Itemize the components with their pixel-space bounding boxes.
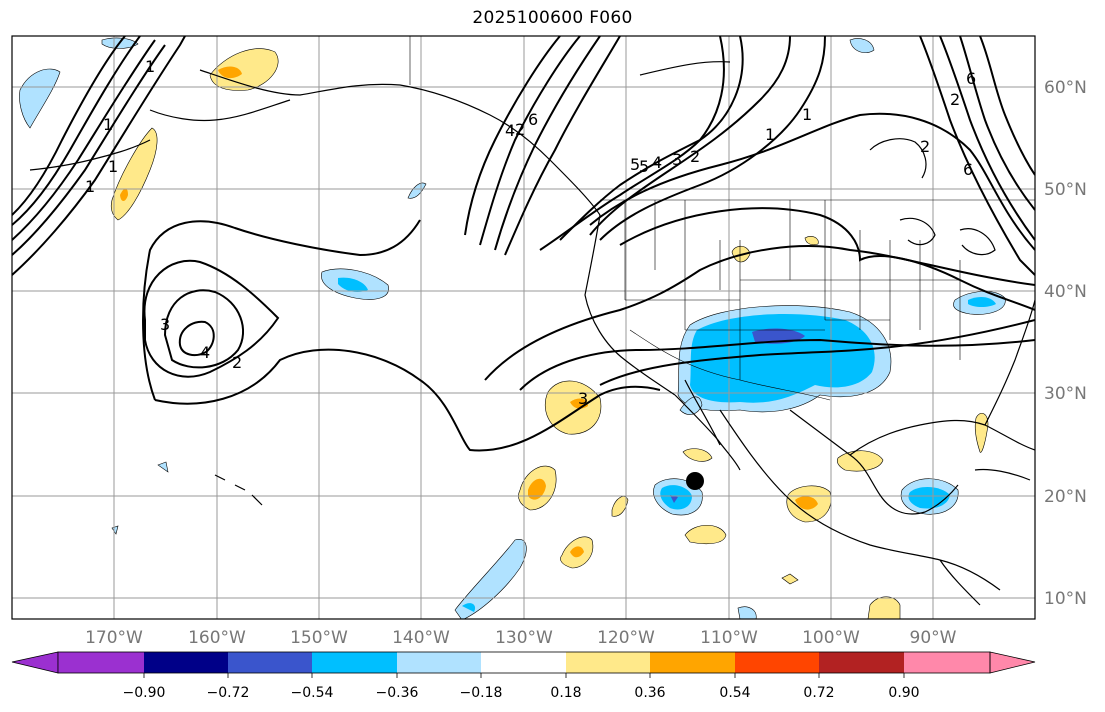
lat-label-10n: 10°N <box>1044 589 1087 609</box>
colorbar-segment <box>312 652 397 673</box>
contour-label: 2 <box>232 353 242 372</box>
lat-label-20n: 20°N <box>1044 487 1087 507</box>
contour-label: 3 <box>672 150 682 169</box>
contour-label: 3 <box>160 315 170 334</box>
colorbar-segment <box>228 652 312 673</box>
lon-label-110w: 110°W <box>700 628 758 648</box>
colorbar-segment <box>566 652 650 673</box>
colorbar-tick: −0.72 <box>207 685 250 701</box>
colorbar-tick: 0.72 <box>803 685 834 701</box>
lon-label-100w: 100°W <box>802 628 860 648</box>
colorbar-segment <box>58 652 144 673</box>
colorbar-segment <box>397 652 481 673</box>
lat-label-40n: 40°N <box>1044 282 1087 302</box>
anomaly-shading <box>19 37 1006 619</box>
lat-label-60n: 60°N <box>1044 78 1087 98</box>
colorbar-segment <box>735 652 819 673</box>
lat-label-50n: 50°N <box>1044 180 1087 200</box>
lon-label-140w: 140°W <box>392 628 450 648</box>
contour-label: 2 <box>920 137 930 156</box>
colorbar-tick: −0.36 <box>376 685 419 701</box>
contour-label: 3 <box>578 389 588 408</box>
contour-label: 2 <box>515 120 525 139</box>
contour-low-1 <box>142 219 421 401</box>
map-border <box>11 35 1036 620</box>
contour-low-2 <box>143 259 280 378</box>
contour-label: 1 <box>85 177 95 196</box>
contour-low-3 <box>163 289 244 369</box>
contour-label: 1 <box>103 115 113 134</box>
coastlines <box>29 61 1035 606</box>
lon-label-150w: 150°W <box>290 628 348 648</box>
contour-label: 1 <box>108 157 118 176</box>
lon-label-170w: 170°W <box>85 628 143 648</box>
lon-label-160w: 160°W <box>188 628 246 648</box>
contour-label: 1 <box>765 125 775 144</box>
contour-label: 6 <box>528 110 538 129</box>
colorbar-tick: 0.90 <box>888 685 919 701</box>
colorbar-extend-low <box>11 651 59 674</box>
longitude-labels: 170°W 160°W 150°W 140°W 130°W 120°W 110°… <box>85 628 957 648</box>
coastline-us-west <box>584 214 676 396</box>
lat-label-30n: 30°N <box>1044 384 1087 404</box>
contour-label: 6 <box>963 160 973 179</box>
latitude-labels: 60°N 50°N 40°N 30°N 20°N 10°N <box>1044 78 1087 609</box>
colorbar: −0.90 −0.72 −0.54 −0.36 −0.18 0.18 0.36 … <box>11 651 1036 701</box>
colorbar-segment <box>904 652 990 673</box>
contour-label: 6 <box>966 69 976 88</box>
colorbar-tick: 0.36 <box>634 685 665 701</box>
storm-center-marker <box>686 472 704 490</box>
colorbar-tick: −0.18 <box>460 685 503 701</box>
plot-title: 2025100600 F060 <box>472 8 633 28</box>
graticule <box>12 36 1035 619</box>
anomaly-core-southwest-us <box>690 314 875 403</box>
colorbar-segment <box>481 652 566 673</box>
colorbar-tick: −0.90 <box>123 685 166 701</box>
contour-labels: 1 1 2 3 4 5 6 1 2 3 4 5 6 2 3 4 1 1 2 2 … <box>85 57 976 408</box>
height-contours <box>12 36 1035 452</box>
contour-label: 5 <box>630 155 640 174</box>
lon-label-130w: 130°W <box>495 628 553 648</box>
contour-label: 1 <box>802 105 812 124</box>
colorbar-extend-high <box>989 651 1036 674</box>
contour-label: 2 <box>950 90 960 109</box>
coastline-gulf <box>789 409 959 515</box>
contour-label: 4 <box>505 121 515 140</box>
contour-label: 4 <box>200 343 210 362</box>
political-borders <box>409 36 1035 401</box>
colorbar-tick: −0.54 <box>291 685 334 701</box>
contour-label: 4 <box>652 153 662 172</box>
lon-label-90w: 90°W <box>910 628 957 648</box>
contour-label: 2 <box>690 147 700 166</box>
colorbar-tick: 0.54 <box>719 685 750 701</box>
lon-label-120w: 120°W <box>597 628 655 648</box>
colorbar-segment <box>650 652 735 673</box>
colorbar-tick: 0.18 <box>550 685 581 701</box>
contour-low-inner <box>178 320 215 357</box>
colorbar-segment <box>144 652 228 673</box>
contour-label: 1 <box>145 57 155 76</box>
contour-label: 5 <box>639 157 649 176</box>
colorbar-segment <box>819 652 904 673</box>
coastline-mexico <box>719 409 1001 591</box>
anomaly-region-bering <box>209 48 279 91</box>
